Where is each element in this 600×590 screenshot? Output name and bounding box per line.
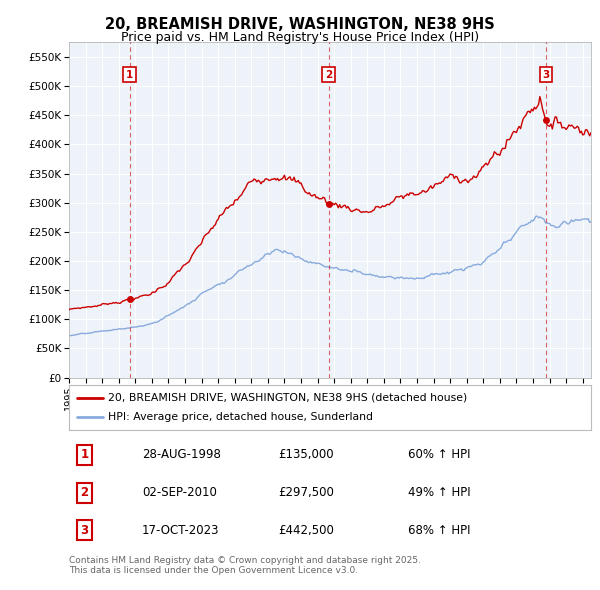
Text: HPI: Average price, detached house, Sunderland: HPI: Average price, detached house, Sund… [108, 412, 373, 422]
Text: 3: 3 [542, 70, 550, 80]
Text: 20, BREAMISH DRIVE, WASHINGTON, NE38 9HS (detached house): 20, BREAMISH DRIVE, WASHINGTON, NE38 9HS… [108, 393, 467, 402]
Text: 20, BREAMISH DRIVE, WASHINGTON, NE38 9HS: 20, BREAMISH DRIVE, WASHINGTON, NE38 9HS [105, 17, 495, 31]
Text: 68% ↑ HPI: 68% ↑ HPI [409, 524, 471, 537]
Text: 17-OCT-2023: 17-OCT-2023 [142, 524, 220, 537]
Text: 49% ↑ HPI: 49% ↑ HPI [409, 486, 471, 499]
Text: 3: 3 [80, 524, 89, 537]
Text: Contains HM Land Registry data © Crown copyright and database right 2025.
This d: Contains HM Land Registry data © Crown c… [69, 556, 421, 575]
Text: 28-AUG-1998: 28-AUG-1998 [142, 448, 221, 461]
Text: 2: 2 [80, 486, 89, 499]
Text: £135,000: £135,000 [278, 448, 334, 461]
Text: £297,500: £297,500 [278, 486, 334, 499]
Text: Price paid vs. HM Land Registry's House Price Index (HPI): Price paid vs. HM Land Registry's House … [121, 31, 479, 44]
Text: 2: 2 [325, 70, 332, 80]
Text: 1: 1 [126, 70, 133, 80]
Text: £442,500: £442,500 [278, 524, 334, 537]
Text: 1: 1 [80, 448, 89, 461]
Text: 60% ↑ HPI: 60% ↑ HPI [409, 448, 471, 461]
Text: 02-SEP-2010: 02-SEP-2010 [142, 486, 217, 499]
